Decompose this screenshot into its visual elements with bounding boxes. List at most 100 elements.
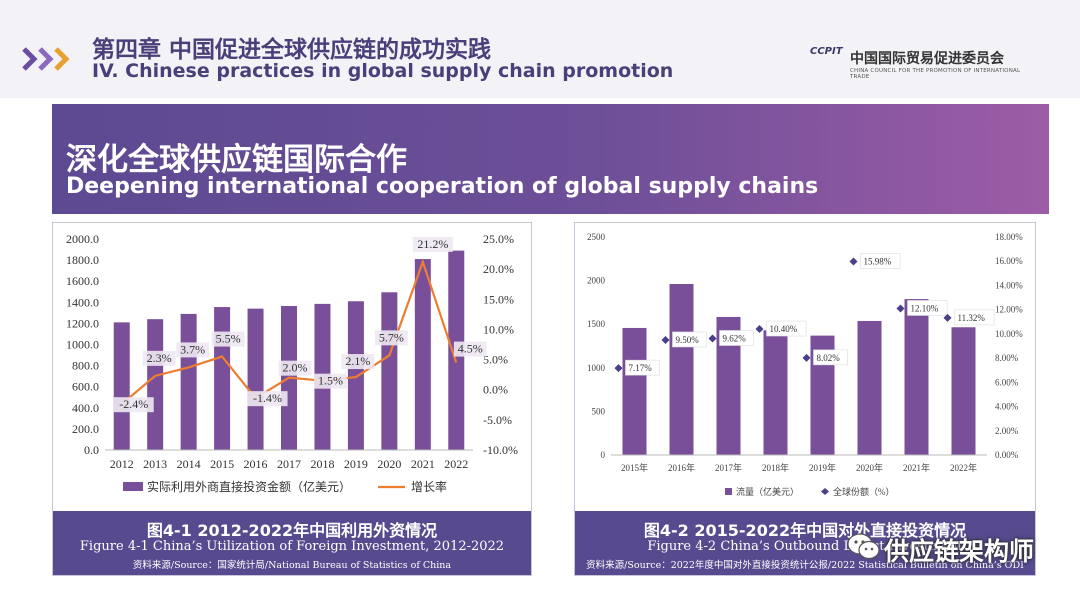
- bar-odi-2021年: [904, 299, 929, 455]
- y-axis-right-tick: 4.00%: [995, 402, 1019, 412]
- chart-panel-odi: 0 500 1000 1500 2000 2500 0.00% 2.00% 4.00% 6.00%…: [574, 222, 1036, 576]
- bar-odi-2018年: [763, 330, 788, 455]
- x-axis-tick: 2022: [444, 457, 468, 471]
- share-marker: [614, 364, 623, 373]
- x-axis-tick: 2016: [244, 457, 268, 471]
- data-label-bg: [374, 330, 408, 346]
- bar-fdi-2016: [247, 308, 264, 450]
- legend-bar-label: 实际利用外商直接投资金额（亿美元）: [147, 479, 351, 494]
- data-label-growth: 4.5%: [458, 342, 483, 356]
- x-axis-tick: 2020: [377, 457, 401, 471]
- share-marker: [896, 304, 905, 313]
- chart-panel-fdi: 0.0 200.0 400.0 600.0 800.0 1000.0 1200.0 1400.…: [52, 222, 532, 576]
- data-label-growth: 5.5%: [216, 332, 241, 346]
- caption-odi: 图4-2 2015-2022年中国对外直接投资情况 Figure 4-2 Chi…: [575, 511, 1035, 575]
- data-label-share: 10.40%: [770, 324, 798, 334]
- x-axis-tick: 2017: [277, 457, 301, 471]
- y-axis-left-tick: 200.0: [72, 422, 99, 436]
- bar-fdi-2021: [414, 259, 431, 450]
- x-axis-tick: 2014: [177, 457, 201, 471]
- data-label-share: 7.17%: [629, 363, 653, 373]
- data-label-bg: [247, 391, 288, 407]
- y-axis-left-tick: 400.0: [72, 401, 99, 415]
- x-axis-tick: 2019: [344, 457, 368, 471]
- y-axis-left-tick: 1600.0: [66, 274, 99, 288]
- y-axis-right-tick: 20.0%: [483, 262, 514, 276]
- bar-fdi-2015: [214, 307, 231, 450]
- x-axis-tick: 2019年: [809, 462, 836, 473]
- data-label-growth: 2.1%: [345, 354, 370, 368]
- y-axis-right-tick: 2.00%: [995, 426, 1019, 436]
- legend-marker-label: 全球份额（%）: [833, 486, 895, 497]
- share-marker: [802, 353, 811, 362]
- y-axis-left-tick: 500: [592, 406, 606, 416]
- y-axis-left-tick: 800.0: [72, 359, 99, 373]
- wechat-icon: [847, 533, 880, 560]
- y-axis-left-tick: 2000: [587, 276, 606, 286]
- y-axis-right-tick: 18.00%: [995, 232, 1023, 242]
- bar-odi-2015年: [622, 327, 647, 455]
- data-label-share: 11.32%: [958, 313, 986, 323]
- legend-marker-swatch: [821, 488, 829, 495]
- y-axis-left-tick: 1400.0: [66, 295, 99, 309]
- y-axis-right-tick: 25.0%: [483, 232, 514, 246]
- chart-outbound-investment: 0 500 1000 1500 2000 2500 0.00% 2.00% 4.00% 6.00%…: [587, 232, 1023, 497]
- data-label-growth: -2.4%: [119, 397, 148, 411]
- chevron-arrows-icon: [22, 47, 70, 71]
- data-label-bg: [176, 342, 210, 358]
- y-axis-right-tick: 8.00%: [995, 353, 1019, 363]
- legend-bar-swatch: [725, 488, 732, 495]
- bar-fdi-2019: [347, 301, 364, 450]
- x-axis-tick: 2016年: [668, 462, 695, 473]
- data-label-growth: 2.3%: [147, 351, 172, 365]
- y-axis-right-tick: 12.00%: [995, 305, 1023, 315]
- data-label-bg: [412, 236, 453, 252]
- bar-fdi-2013: [147, 319, 164, 450]
- y-axis-right-tick: -10.0%: [483, 443, 518, 457]
- chart-fdi-utilization: 0.0 200.0 400.0 600.0 800.0 1000.0 1200.0 1400.…: [66, 232, 518, 494]
- data-label-share: 15.98%: [864, 256, 892, 266]
- caption-odi-en: Figure 4-2 China’s Outbound Direct Inves…: [647, 539, 963, 554]
- top-header-bar: [0, 0, 1080, 98]
- watermark: 供应链架构师: [846, 528, 1076, 568]
- caption-fdi: 图4-1 2012-2022年中国利用外资情况 Figure 4-1 China…: [53, 511, 531, 575]
- chapter-title-cn: 第四章 中国促进全球供应链的成功实践: [92, 37, 492, 63]
- ccpit-logo-mark: CCPIT: [810, 46, 843, 57]
- x-axis-tick: 2021年: [903, 462, 930, 473]
- y-axis-right-tick: 6.00%: [995, 377, 1019, 387]
- data-label-share: 8.02%: [817, 353, 841, 363]
- y-axis-right-tick: 10.0%: [483, 322, 514, 336]
- share-marker: [661, 335, 670, 344]
- bar-odi-2016年: [669, 284, 694, 455]
- share-marker: [755, 325, 764, 334]
- data-label-bg: [278, 360, 312, 376]
- caption-fdi-cn: 图4-1 2012-2022年中国利用外资情况: [146, 521, 438, 540]
- y-axis-left-tick: 0: [601, 450, 606, 460]
- y-axis-right-tick: 0.0%: [483, 383, 508, 397]
- data-label-share: 9.62%: [723, 333, 747, 343]
- x-axis-tick: 2015年: [621, 462, 648, 473]
- data-label-bg: [625, 359, 660, 376]
- x-axis-tick: 2013: [143, 457, 167, 471]
- data-label-share: 12.10%: [911, 303, 939, 313]
- y-axis-right-tick: -5.0%: [483, 413, 512, 427]
- ccpit-logo-en: CHINA COUNCIL FOR THE PROMOTION OF INTER…: [850, 68, 1021, 80]
- y-axis-left-tick: 600.0: [72, 380, 99, 394]
- bar-odi-2022年: [951, 327, 976, 455]
- y-axis-right-tick: 10.00%: [995, 329, 1023, 339]
- share-marker: [708, 334, 717, 343]
- x-axis-tick: 2020年: [856, 462, 883, 473]
- data-label-growth: 5.7%: [379, 330, 404, 344]
- y-axis-left-tick: 1000.0: [66, 338, 99, 352]
- legend-bar-label: 流量（亿美元）: [736, 486, 799, 497]
- x-axis-tick: 2017年: [715, 462, 742, 473]
- data-label-bg: [672, 331, 707, 348]
- section-banner: 深化全球供应链国际合作 Deepening international coop…: [52, 104, 1049, 214]
- data-label-growth: 3.7%: [180, 342, 205, 356]
- data-label-growth: 1.5%: [318, 374, 343, 388]
- data-label-bg: [766, 320, 807, 337]
- data-label-bg: [453, 341, 487, 357]
- y-axis-left-tick: 1000: [587, 363, 606, 373]
- banner-title-cn: 深化全球供应链国际合作: [66, 142, 407, 178]
- banner-title-en: Deepening international cooperation of g…: [66, 174, 819, 199]
